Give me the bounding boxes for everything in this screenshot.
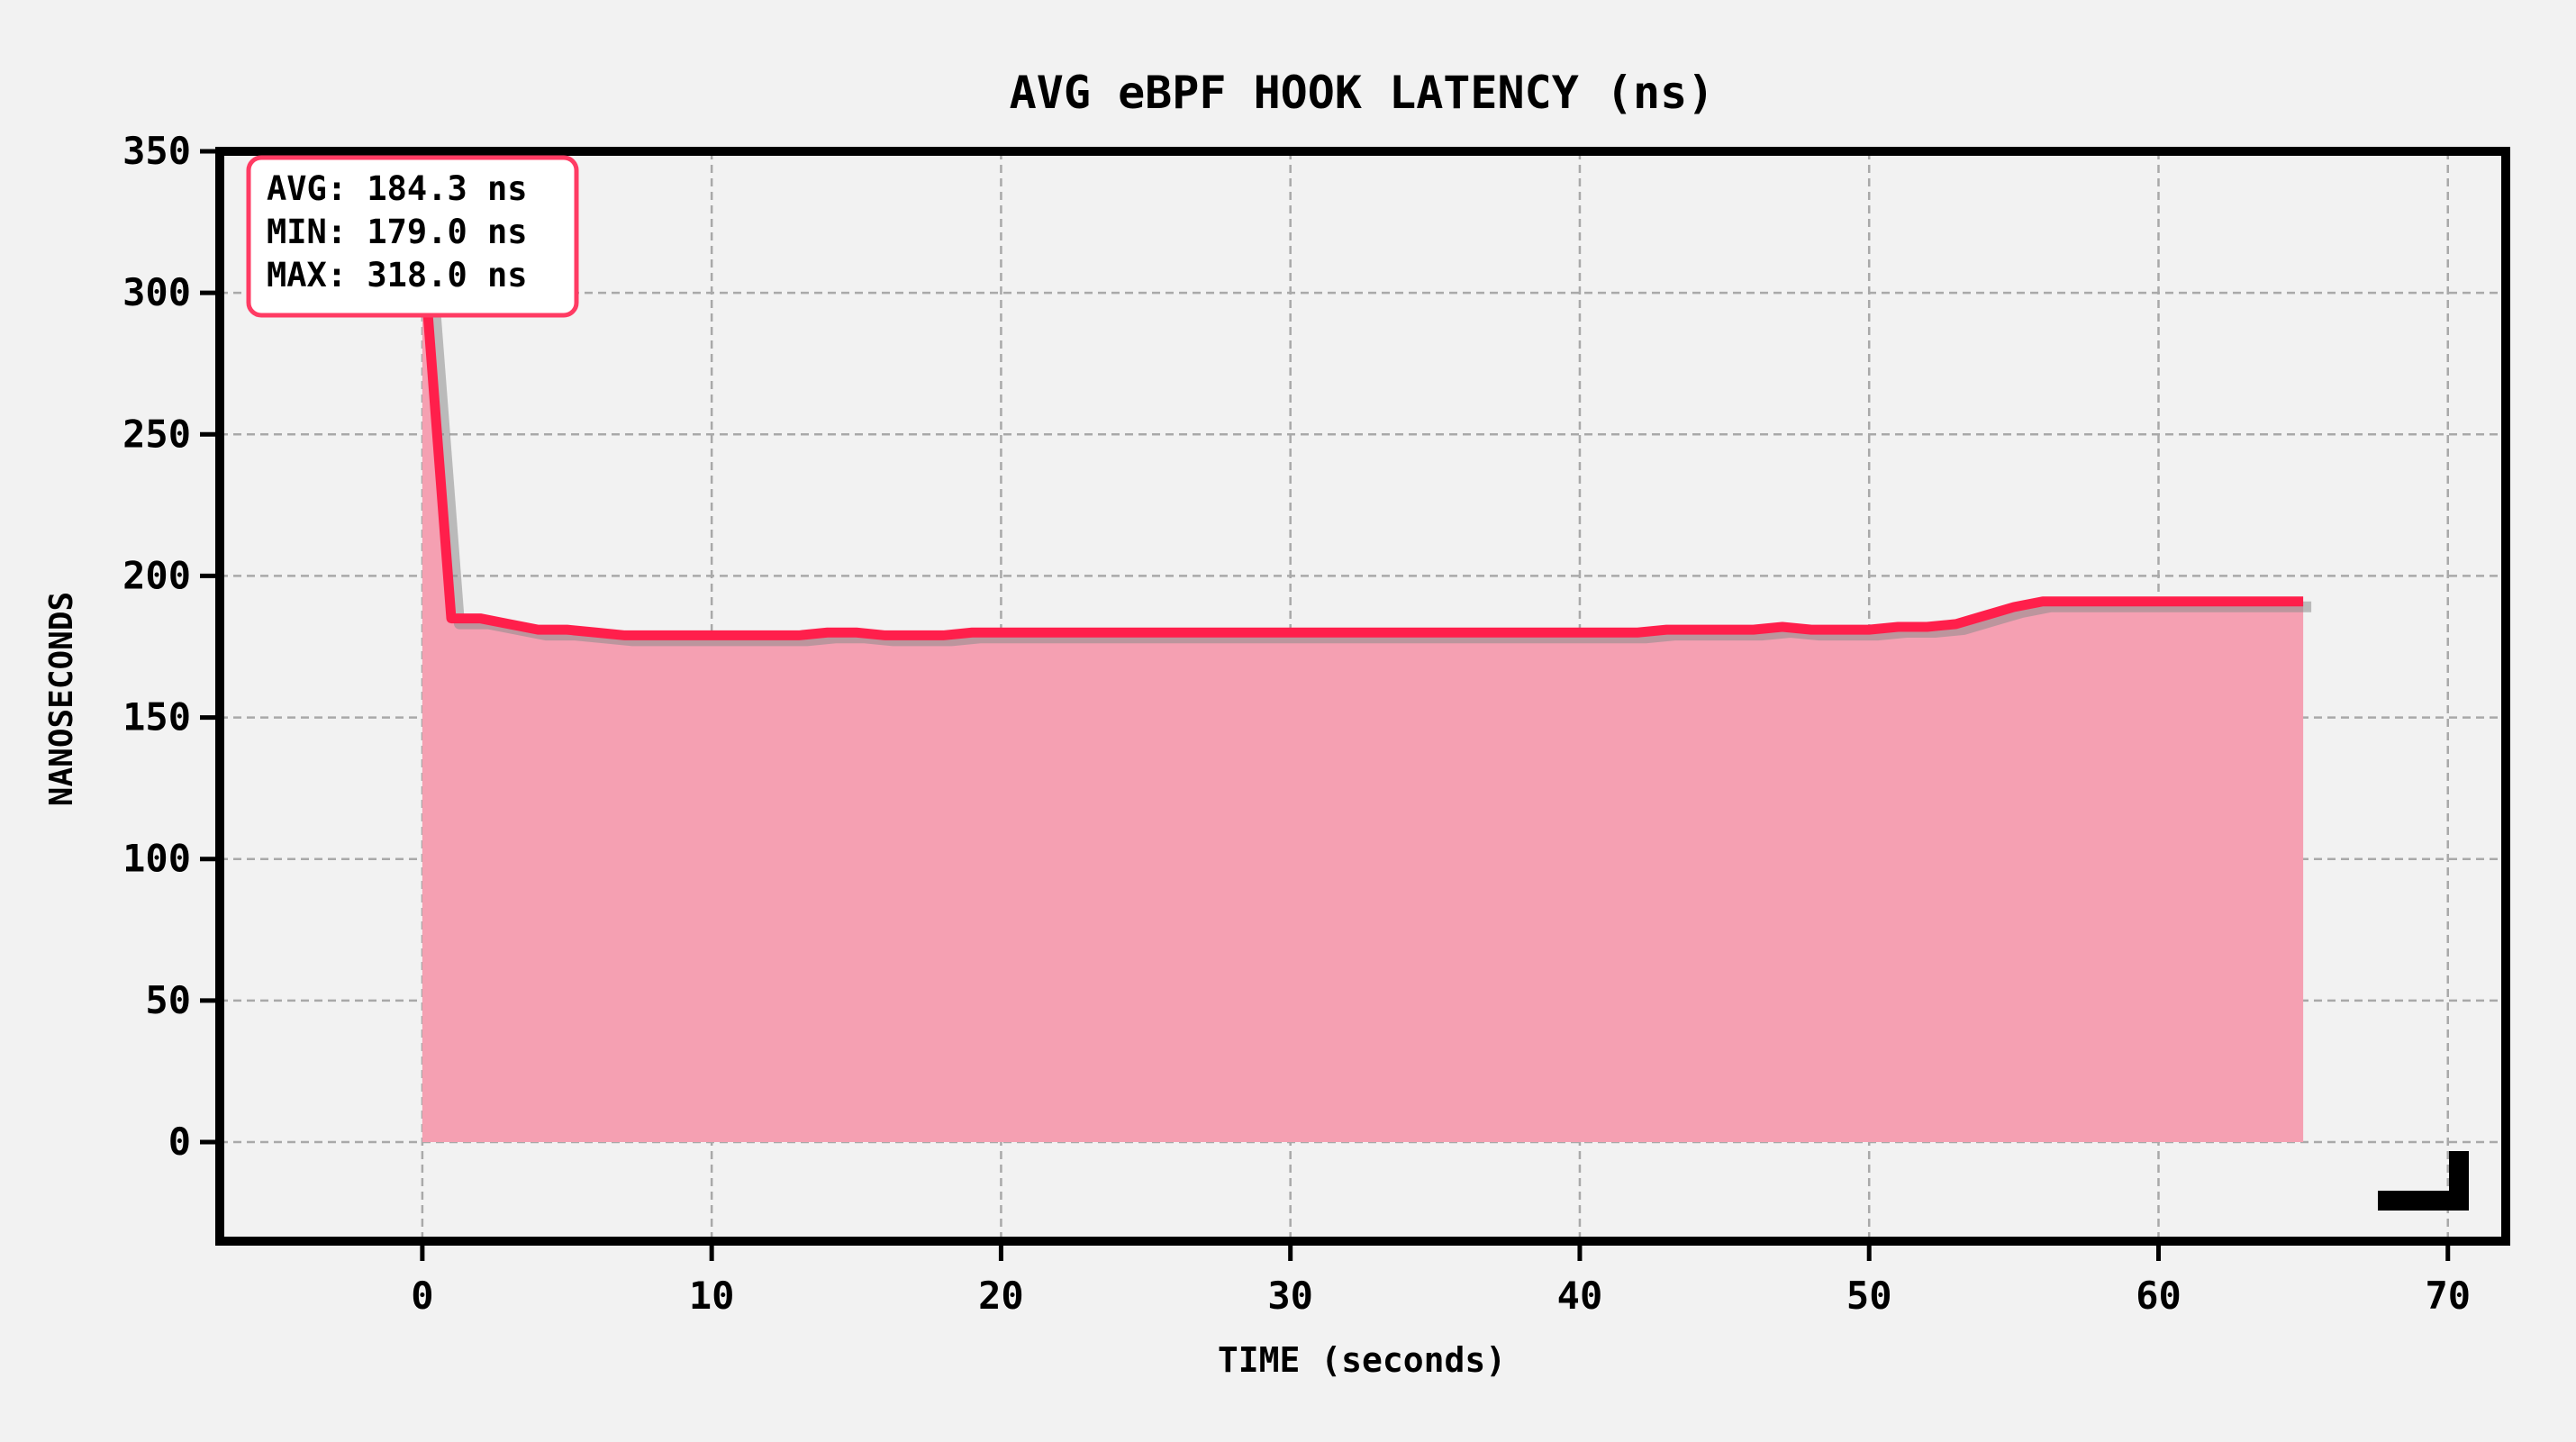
y-tick-label: 0 bbox=[168, 1120, 191, 1164]
y-tick-label: 250 bbox=[122, 412, 191, 456]
tick-group: 0 10 20 30 40 50 60 70 0 50 100 150 200 250 300 350 bbox=[122, 129, 2471, 1318]
y-tick-label: 350 bbox=[122, 129, 191, 173]
stats-min: MIN: 179.0 ns bbox=[267, 213, 528, 251]
x-tick-label: 50 bbox=[1846, 1274, 1892, 1318]
stats-max: MAX: 318.0 ns bbox=[267, 256, 528, 295]
series-line-shadow bbox=[424, 247, 2312, 647]
x-tick-label: 60 bbox=[2136, 1274, 2181, 1318]
y-axis-label: NANOSECONDS bbox=[43, 592, 80, 806]
stats-box: AVG: 184.3 ns MIN: 179.0 ns MAX: 318.0 n… bbox=[246, 155, 579, 318]
series-line bbox=[417, 241, 2304, 640]
stats-box-frame bbox=[246, 155, 579, 318]
y-tick-label: 200 bbox=[122, 553, 191, 597]
x-tick-label: 40 bbox=[1557, 1274, 1603, 1318]
chart-title: AVG eBPF HOOK LATENCY (ns) bbox=[1010, 67, 1715, 119]
x-tick-label: 10 bbox=[689, 1274, 735, 1318]
corner-bracket bbox=[2378, 1151, 2469, 1211]
stats-avg: AVG: 184.3 ns bbox=[267, 169, 528, 208]
x-tick-label: 0 bbox=[411, 1274, 433, 1318]
y-tick-label: 300 bbox=[122, 270, 191, 314]
y-tick-label: 150 bbox=[122, 695, 191, 739]
x-tick-label: 70 bbox=[2425, 1274, 2471, 1318]
plot-frame bbox=[215, 147, 2510, 1246]
x-tick-label: 20 bbox=[978, 1274, 1024, 1318]
line-group bbox=[417, 241, 2312, 647]
corner-mark bbox=[2378, 1151, 2469, 1211]
y-tick-label: 100 bbox=[122, 837, 191, 881]
area-fill-group bbox=[422, 241, 2304, 1143]
y-tick-label: 50 bbox=[145, 978, 191, 1022]
x-tick-label: 30 bbox=[1267, 1274, 1313, 1318]
series-area bbox=[422, 241, 2304, 1143]
x-axis-label: TIME (seconds) bbox=[1218, 1340, 1506, 1380]
